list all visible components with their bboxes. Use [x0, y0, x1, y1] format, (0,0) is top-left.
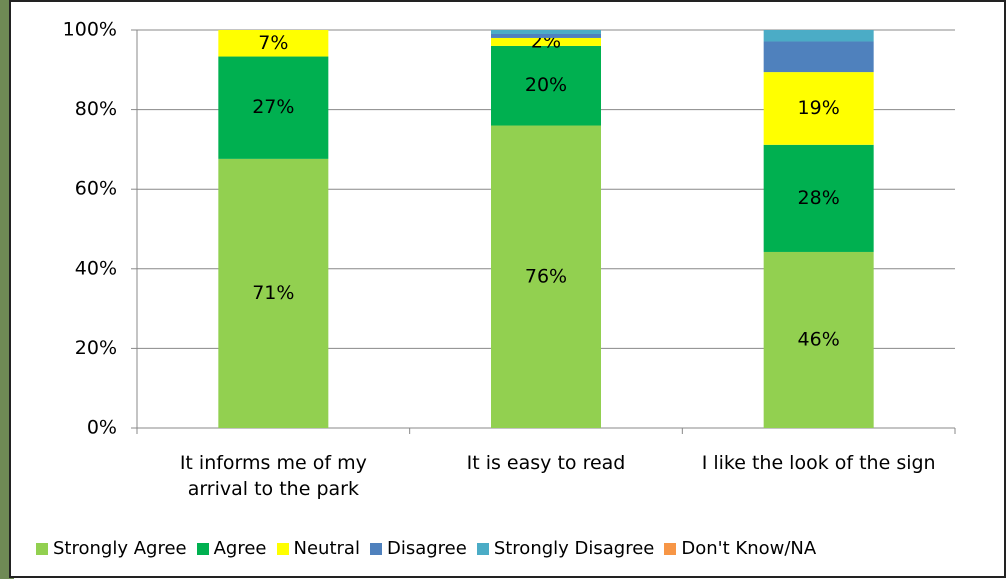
- legend-label: Agree: [214, 538, 267, 559]
- legend-label: Don't Know/NA: [681, 538, 816, 559]
- legend-item: Strongly Agree: [36, 538, 187, 559]
- data-label: 28%: [798, 187, 840, 209]
- y-tick-label: 20%: [75, 337, 117, 359]
- y-tick-label: 0%: [87, 417, 117, 439]
- legend-swatch: [36, 543, 48, 555]
- bar-segment: [764, 41, 874, 72]
- data-label: 27%: [252, 96, 294, 118]
- legend-swatch: [197, 543, 209, 555]
- y-tick-label: 80%: [75, 98, 117, 120]
- page: {"chart_data": {"type": "bar", "stacking…: [0, 0, 1007, 579]
- data-label: 71%: [252, 282, 294, 304]
- legend-item: Don't Know/NA: [664, 538, 816, 559]
- data-label: 19%: [798, 97, 840, 119]
- x-tick-label: It informs me of my arrival to the park: [163, 450, 383, 502]
- bar-segment: [491, 34, 601, 38]
- x-tick-label: I like the look of the sign: [694, 450, 944, 476]
- y-tick-label: 60%: [75, 178, 117, 200]
- legend-label: Disagree: [387, 538, 467, 559]
- legend-swatch: [477, 543, 489, 555]
- chart: 0%20%40%60%80%100%71%27%7%76%20%2%46%28%…: [0, 0, 1007, 579]
- legend-swatch: [370, 543, 382, 555]
- y-tick-label: 100%: [63, 19, 117, 41]
- legend-item: Agree: [197, 538, 267, 559]
- x-tick-label: It is easy to read: [421, 450, 671, 476]
- legend-label: Neutral: [294, 538, 360, 559]
- data-label: 20%: [525, 74, 567, 96]
- bar-segment: [491, 30, 601, 34]
- data-label: 46%: [798, 328, 840, 350]
- legend-item: Strongly Disagree: [477, 538, 655, 559]
- legend-item: Neutral: [277, 538, 360, 559]
- legend-label: Strongly Agree: [53, 538, 187, 559]
- legend-label: Strongly Disagree: [494, 538, 655, 559]
- y-tick-label: 40%: [75, 257, 117, 279]
- data-label: 7%: [258, 32, 288, 54]
- legend-item: Disagree: [370, 538, 467, 559]
- bar-segment: [764, 30, 874, 41]
- legend-swatch: [664, 543, 676, 555]
- legend-swatch: [277, 543, 289, 555]
- data-label: 76%: [525, 265, 567, 287]
- legend: Strongly Agree Agree Neutral Disagree Strong…: [36, 538, 816, 559]
